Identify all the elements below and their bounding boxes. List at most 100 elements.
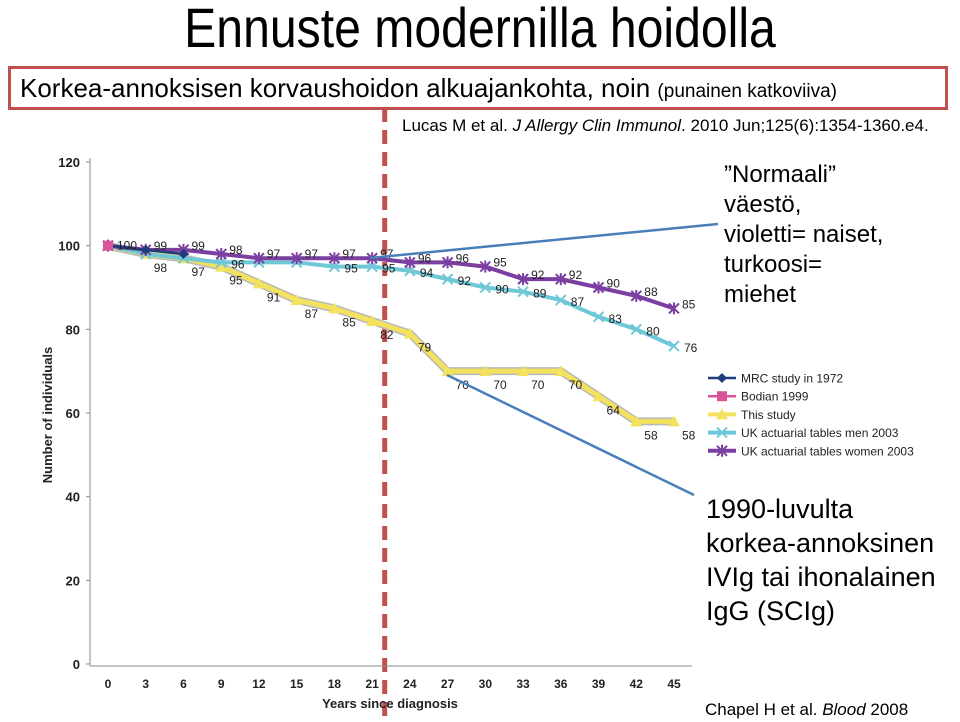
- x-tick-label: 3: [142, 677, 149, 691]
- x-tick-label: 36: [554, 677, 568, 691]
- marker-x: [555, 294, 567, 306]
- x-tick-label: 39: [592, 677, 606, 691]
- data-label: 99: [191, 239, 205, 253]
- data-label: 95: [344, 262, 358, 276]
- marker-triangle: [517, 365, 530, 377]
- data-label: 95: [229, 274, 243, 288]
- citation-top-sep: .: [681, 116, 691, 135]
- marker-x: [630, 323, 642, 336]
- data-label: 90: [607, 277, 621, 291]
- chart-data-labels: 1009899979995969891978797859597829597799…: [117, 239, 698, 443]
- data-label: 98: [229, 243, 243, 257]
- note-treatment-line: 1990-luvulta: [706, 494, 854, 524]
- x-tick-label: 42: [630, 677, 644, 691]
- data-label: 98: [154, 261, 168, 275]
- note-population-quote: ”Normaali”: [724, 161, 837, 188]
- note-population: ”Normaali” väestö, violetti= naiset, tur…: [724, 160, 954, 310]
- marker-star: [716, 444, 728, 457]
- marker-star: [290, 252, 303, 265]
- data-label: 58: [682, 428, 696, 442]
- marker-triangle: [716, 408, 728, 420]
- marker-triangle: [290, 294, 303, 306]
- citation-bottom-year: 2008: [865, 700, 909, 719]
- data-label: 95: [382, 262, 396, 276]
- x-tick-label: 15: [290, 677, 304, 691]
- citation-top-ref: 2010 Jun;125(6):1354-1360.e4.: [690, 116, 929, 135]
- series-line: [107, 243, 675, 311]
- data-label: 97: [342, 247, 356, 261]
- marker-star: [328, 252, 341, 265]
- data-label: 97: [380, 247, 394, 261]
- citation-top-journal: J Allergy Clin Immunol: [512, 116, 682, 135]
- callout-lines: [369, 222, 719, 497]
- note-population-line: väestö,: [724, 191, 802, 218]
- data-label: 95: [493, 256, 507, 270]
- chart-series: [102, 239, 680, 427]
- citation-top-authors: Lucas M et al.: [402, 116, 513, 135]
- x-tick-label: 24: [403, 677, 417, 691]
- legend-entry: This study: [741, 408, 796, 422]
- y-tick-label: 60: [66, 406, 80, 421]
- marker-square: [717, 391, 727, 402]
- marker-triangle: [479, 365, 492, 377]
- note-treatment-line: korkea-annoksinen: [706, 528, 935, 558]
- note-treatment-line: IgG (SCIg): [706, 596, 836, 626]
- marker-x: [441, 273, 454, 285]
- slide-subtitle: Korkea-annoksisen korvaushoidon alkuajan…: [20, 73, 837, 107]
- data-label: 70: [531, 378, 545, 392]
- data-label: 76: [684, 341, 698, 355]
- y-tick-label: 20: [66, 573, 80, 588]
- data-label: 89: [533, 287, 547, 301]
- marker-triangle: [403, 327, 416, 339]
- marker-x: [366, 260, 378, 273]
- legend-entry: Bodian 1999: [741, 390, 809, 404]
- marker-star: [555, 273, 567, 286]
- marker-triangle: [215, 260, 228, 272]
- data-label: 87: [305, 307, 319, 321]
- x-tick-label: 9: [218, 677, 225, 691]
- marker-x: [404, 265, 416, 277]
- legend-entry: UK actuarial tables women 2003: [741, 444, 914, 458]
- data-label: 87: [571, 295, 585, 309]
- data-label: 96: [418, 251, 432, 265]
- marker-star: [668, 302, 680, 315]
- marker-star: [215, 248, 227, 261]
- marker-triangle: [441, 365, 454, 377]
- marker-x: [668, 340, 680, 352]
- data-label: 92: [531, 268, 545, 282]
- subtitle-main: Korkea-annoksisen korvaushoidon alkuajan…: [20, 73, 658, 103]
- x-tick-label: 30: [479, 677, 493, 691]
- marker-triangle: [554, 365, 567, 377]
- chart-legend: MRC study in 1972 Bodian 1999 This study UK…: [697, 364, 927, 464]
- marker-x: [716, 426, 728, 439]
- marker-triangle: [328, 302, 341, 314]
- marker-star: [404, 256, 416, 269]
- legend-entry: UK actuarial tables men 2003: [741, 426, 899, 440]
- callout-line-population: [369, 222, 719, 260]
- y-tick-label: 40: [66, 490, 80, 505]
- marker-x: [215, 256, 227, 269]
- marker-square: [103, 240, 113, 251]
- marker-triangle: [592, 390, 605, 402]
- marker-triangle: [366, 314, 379, 326]
- marker-diamond: [717, 373, 727, 383]
- data-label: 64: [607, 403, 621, 417]
- x-tick-label: 45: [667, 677, 681, 691]
- y-axis-title: Number of individuals: [40, 347, 55, 484]
- x-tick-label: 27: [441, 677, 455, 691]
- data-label: 97: [305, 247, 319, 261]
- x-axis-title: Years since diagnosis: [322, 696, 458, 711]
- data-label: 58: [644, 428, 658, 442]
- marker-x: [592, 311, 605, 323]
- citation-bottom-authors: Chapel H et al.: [705, 700, 823, 719]
- citation-bottom-journal: Blood: [822, 700, 866, 719]
- data-label: 82: [380, 328, 394, 342]
- marker-triangle: [252, 277, 265, 289]
- note-population-line: miehet: [724, 281, 797, 308]
- data-label: 79: [418, 341, 432, 355]
- marker-star: [253, 252, 265, 265]
- data-label: 97: [191, 265, 205, 279]
- y-tick-label: 80: [66, 322, 80, 337]
- series-line: [107, 243, 674, 424]
